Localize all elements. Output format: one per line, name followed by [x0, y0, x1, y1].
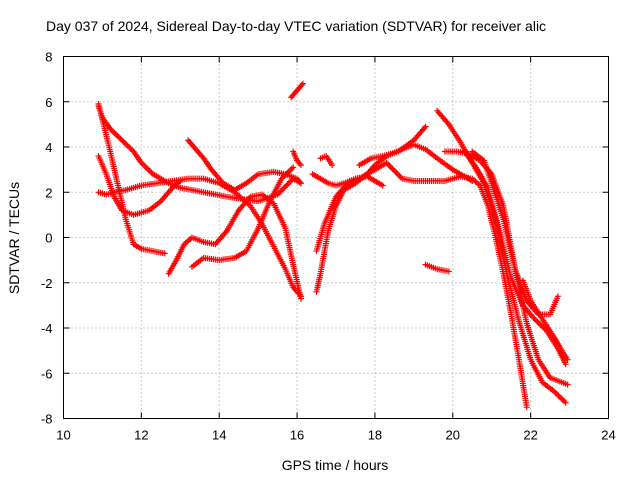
- grid: [63, 56, 609, 419]
- y-tick-label: 0: [45, 231, 52, 246]
- x-tick-label: 10: [56, 428, 70, 443]
- data-point: [523, 404, 530, 411]
- data-point: [297, 295, 304, 302]
- series-track-i: [288, 80, 306, 101]
- data-point: [422, 123, 429, 130]
- series-track-p: [434, 107, 569, 406]
- series-track-r: [461, 148, 569, 368]
- data-point: [554, 293, 561, 300]
- data-point: [564, 356, 571, 363]
- series-track-k: [313, 159, 530, 411]
- data-point: [379, 182, 386, 189]
- series-track-n: [356, 123, 429, 169]
- series-track-c: [95, 153, 184, 218]
- series-track-h: [290, 148, 304, 169]
- x-tick-label: 24: [601, 428, 615, 443]
- series-track-m: [317, 153, 336, 169]
- data-point: [298, 82, 305, 89]
- data-point: [564, 381, 571, 388]
- y-tick-label: -6: [41, 366, 53, 381]
- x-axis-label: GPS time / hours: [281, 457, 389, 473]
- x-tick-label: 14: [212, 428, 226, 443]
- series-track-g: [188, 164, 297, 270]
- data-point: [161, 250, 168, 257]
- series-track-l: [309, 171, 386, 189]
- data-points: [95, 80, 571, 411]
- x-tick-label: 16: [290, 428, 304, 443]
- data-point: [329, 162, 336, 169]
- y-tick-label: -2: [41, 276, 53, 291]
- data-point: [297, 180, 304, 187]
- y-tick-label: 8: [45, 50, 52, 65]
- series-track-e: [165, 191, 304, 302]
- plot-frame: [63, 56, 609, 419]
- x-tick-label: 18: [368, 428, 382, 443]
- y-tick-label: 4: [45, 140, 52, 155]
- y-tick-label: 6: [45, 95, 52, 110]
- data-point: [562, 361, 569, 368]
- y-tick-label: -4: [41, 321, 53, 336]
- series-track-o: [422, 261, 452, 275]
- y-tick-label: -8: [41, 412, 53, 427]
- y-axis-label: SDTVAR / TECUs: [6, 181, 22, 295]
- data-point: [445, 268, 452, 275]
- data-point: [297, 162, 304, 169]
- y-tick-label: 2: [45, 185, 52, 200]
- x-tick-label: 12: [134, 428, 148, 443]
- data-point: [290, 164, 297, 171]
- series-track-t: [519, 277, 571, 363]
- x-tick-label: 20: [446, 428, 460, 443]
- chart-title: Day 037 of 2024, Sidereal Day-to-day VTE…: [46, 18, 547, 34]
- x-tick-label: 22: [523, 428, 537, 443]
- data-point: [562, 399, 569, 406]
- data-point: [299, 80, 306, 87]
